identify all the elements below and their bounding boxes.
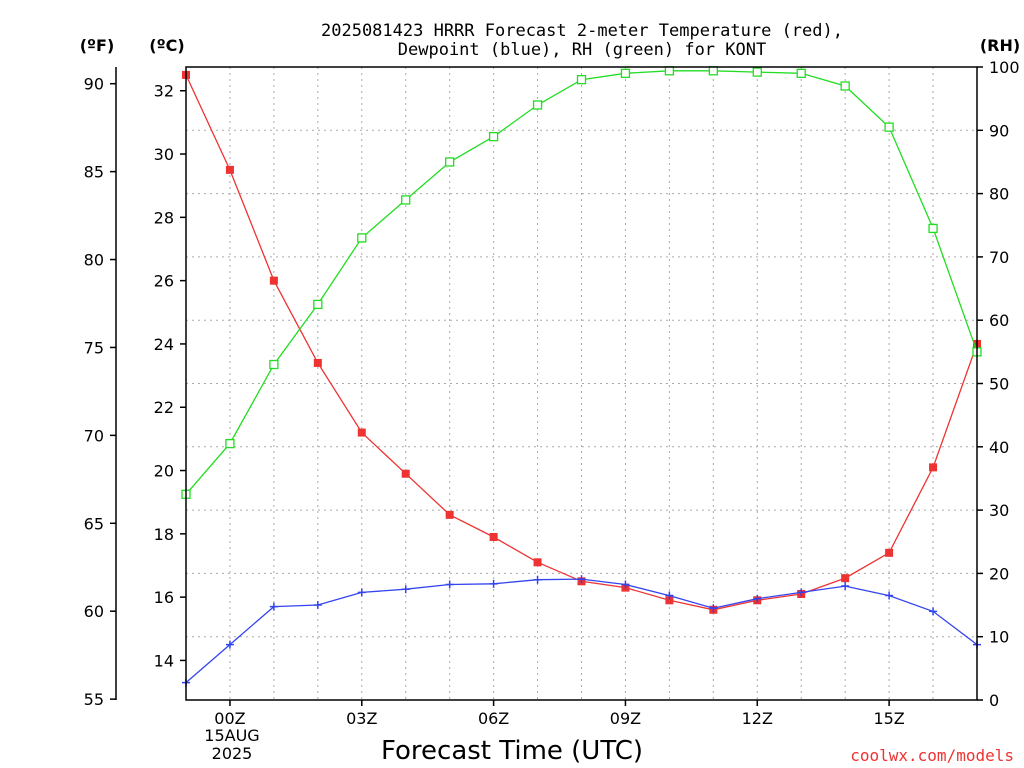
dewpoint-point	[665, 591, 674, 600]
temperature-point	[929, 463, 938, 472]
temperature-point	[225, 165, 234, 174]
rh-tick-label: 20	[989, 564, 1009, 583]
temperature-point	[445, 510, 454, 519]
rh-tick-label: 60	[989, 311, 1009, 330]
celsius-tick-label: 16	[154, 588, 174, 607]
rh-tick-label: 40	[989, 438, 1009, 457]
rh-series	[181, 66, 982, 499]
rh-tick-label: 70	[989, 248, 1009, 267]
rh-tick-label: 100	[989, 58, 1020, 77]
rh-point	[313, 299, 323, 310]
fahrenheit-tick-label: 75	[84, 338, 104, 357]
rh-point	[445, 157, 455, 167]
series-layer	[181, 66, 982, 687]
dewpoint-point	[621, 580, 630, 589]
rh-point	[488, 131, 499, 142]
rh-point	[576, 75, 587, 85]
fahrenheit-tick-label: 65	[84, 514, 104, 533]
rh-point	[664, 66, 675, 76]
dewpoint-point	[401, 585, 410, 594]
temperature-point	[665, 596, 674, 605]
rh-tick-label: 90	[989, 121, 1009, 140]
rh-tick-label: 10	[989, 628, 1009, 647]
fahrenheit-tick-label: 80	[84, 251, 104, 270]
rh-point	[796, 68, 806, 78]
celsius-tick-label: 28	[154, 208, 174, 227]
dewpoint-point	[313, 601, 322, 610]
fahrenheit-unit-label: (ºF)	[80, 36, 115, 55]
dewpoint-point	[797, 588, 806, 597]
rh-point	[269, 359, 279, 370]
celsius-tick-label: 30	[154, 145, 174, 164]
rh-unit-label: (RH)	[980, 36, 1020, 55]
date-label-year: 2025	[212, 744, 253, 763]
celsius-tick-label: 24	[154, 335, 174, 354]
fahrenheit-tick-label: 70	[84, 426, 104, 445]
temperature-point	[533, 558, 542, 567]
celsius-tick-label: 22	[154, 398, 174, 417]
chart-title-line1: 2025081423 HRRR Forecast 2-meter Tempera…	[321, 21, 843, 41]
dewpoint-point	[357, 588, 366, 597]
rh-tick-label: 30	[989, 501, 1009, 520]
dewpoint-series	[182, 575, 981, 687]
dewpoint-point	[533, 575, 542, 584]
celsius-tick-label: 32	[154, 82, 174, 101]
temperature-point	[489, 533, 498, 542]
temperature-point	[841, 574, 850, 583]
dewpoint-point	[445, 580, 454, 589]
rh-point	[225, 438, 235, 449]
rh-tick-label: 80	[989, 185, 1009, 204]
rh-point	[620, 68, 631, 78]
rh-point	[708, 66, 718, 76]
rh-tick-label: 0	[989, 691, 999, 710]
dewpoint-point	[841, 582, 850, 591]
x-tick-label: 06Z	[478, 709, 509, 728]
fahrenheit-tick-label: 90	[84, 75, 104, 94]
rh-point	[884, 122, 894, 132]
x-tick-label: 09Z	[610, 709, 641, 728]
celsius-tick-label: 20	[154, 462, 174, 481]
dewpoint-point	[489, 579, 498, 588]
fahrenheit-tick-label: 60	[84, 602, 104, 621]
temperature-point	[357, 428, 366, 437]
chart-title-line2: Dewpoint (blue), RH (green) for KONT	[398, 40, 766, 60]
temperature-point	[313, 358, 322, 367]
temperature-point	[269, 276, 278, 285]
rh-point	[752, 67, 762, 77]
x-tick-label: 15Z	[873, 709, 904, 728]
dewpoint-point	[269, 602, 278, 611]
date-label-month: 15AUG	[204, 726, 259, 745]
dewpoint-point	[929, 607, 938, 616]
x-axis-label: Forecast Time (UTC)	[381, 736, 643, 766]
celsius-unit-label: (ºC)	[149, 36, 184, 55]
rh-point	[532, 100, 543, 110]
dewpoint-point	[885, 591, 894, 600]
rh-tick-label: 50	[989, 375, 1009, 394]
x-tick-label: 00Z	[214, 709, 245, 728]
fahrenheit-tick-label: 85	[84, 163, 104, 182]
dewpoint-point	[709, 604, 718, 613]
x-tick-label: 03Z	[346, 709, 377, 728]
celsius-tick-label: 26	[154, 272, 174, 291]
credit-link[interactable]: coolwx.com/models	[850, 746, 1014, 765]
rh-point	[928, 223, 938, 234]
dewpoint-point	[577, 575, 586, 584]
fahrenheit-tick-label: 55	[84, 690, 104, 709]
temperature-point	[885, 548, 894, 557]
celsius-tick-label: 18	[154, 525, 174, 544]
temperature-point	[401, 469, 410, 478]
x-tick-label: 12Z	[742, 709, 773, 728]
dewpoint-point	[225, 640, 234, 649]
rh-point	[357, 233, 367, 243]
celsius-tick-label: 14	[154, 651, 174, 670]
rh-point	[840, 81, 850, 91]
rh-point	[401, 195, 411, 205]
dewpoint-point	[753, 594, 762, 603]
tick-labels: 00Z 03Z 06Z 09Z 12Z 15Z 14 16 18 20 22 24 26 28 30 32 55…	[84, 58, 1020, 728]
